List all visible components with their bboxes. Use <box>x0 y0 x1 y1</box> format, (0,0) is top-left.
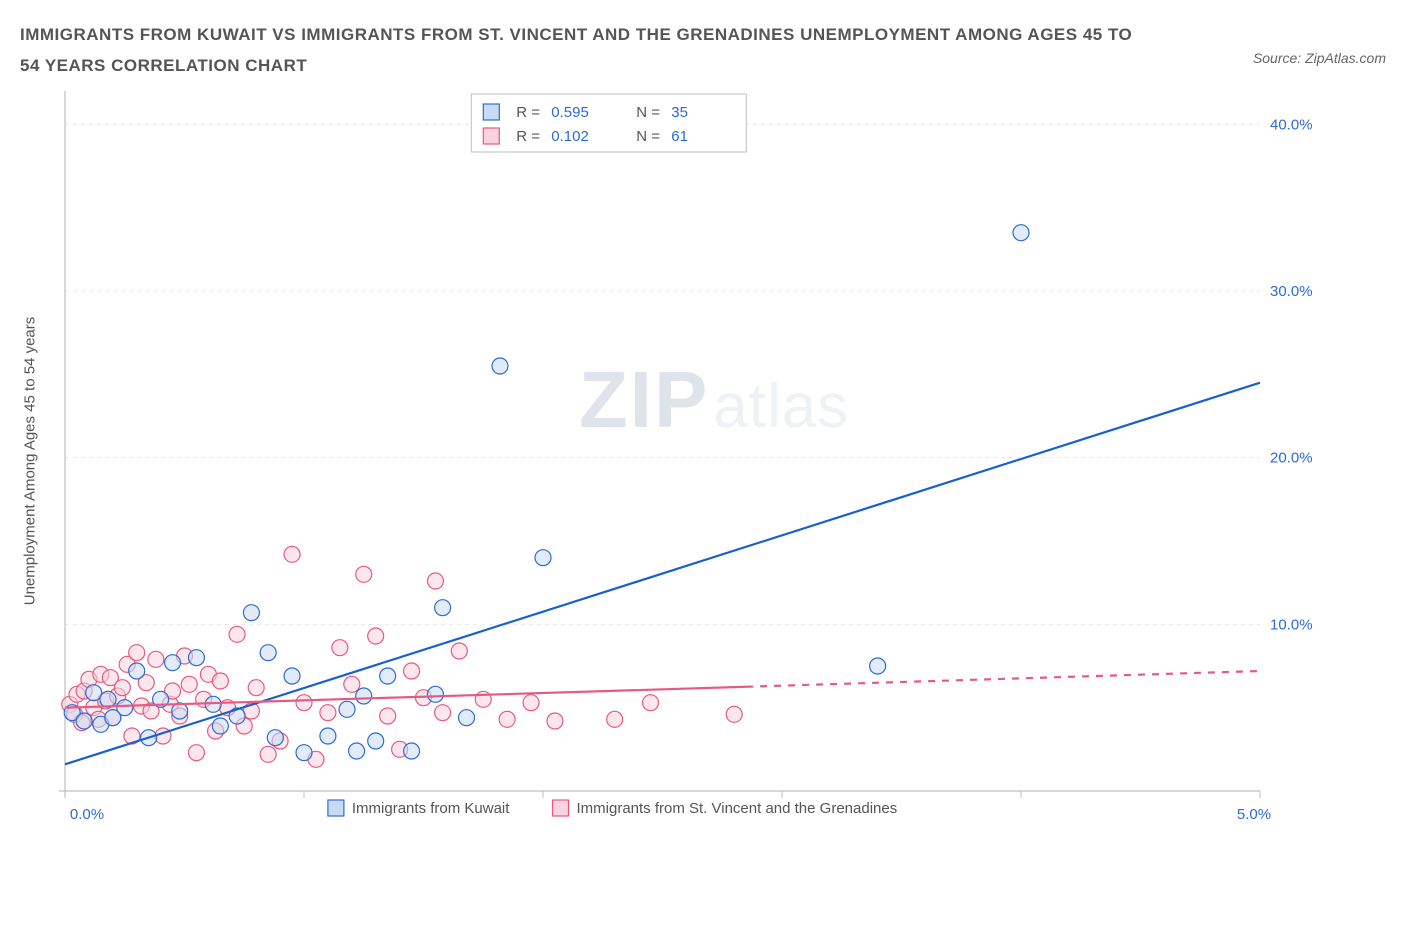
data-point <box>229 627 245 643</box>
data-point <box>492 358 508 374</box>
data-point <box>114 680 130 696</box>
legend-swatch <box>483 128 499 144</box>
svg-text:30.0%: 30.0% <box>1270 283 1313 300</box>
data-point <box>181 677 197 693</box>
data-point <box>547 713 563 729</box>
data-point <box>344 677 360 693</box>
data-point <box>870 658 886 674</box>
data-point <box>435 705 451 721</box>
data-point <box>129 645 145 661</box>
data-point <box>607 712 623 728</box>
stat-n-label: N = <box>636 104 660 121</box>
svg-text:5.0%: 5.0% <box>1237 806 1271 823</box>
legend-label: Immigrants from Kuwait <box>352 800 510 817</box>
data-point <box>1013 225 1029 241</box>
data-point <box>726 707 742 723</box>
data-point <box>499 712 515 728</box>
stat-r-label: R = <box>516 128 540 145</box>
data-point <box>248 680 264 696</box>
svg-text:10.0%: 10.0% <box>1270 617 1313 634</box>
stat-r-value: 0.102 <box>551 128 589 145</box>
data-point <box>188 650 204 666</box>
data-point <box>320 705 336 721</box>
svg-text:20.0%: 20.0% <box>1270 450 1313 467</box>
data-point <box>188 745 204 761</box>
data-point <box>76 713 92 729</box>
data-point <box>260 645 276 661</box>
data-point <box>212 673 228 689</box>
data-point <box>451 643 467 659</box>
data-point <box>296 745 312 761</box>
data-point <box>404 743 420 759</box>
stat-box <box>471 94 746 152</box>
data-point <box>165 655 181 671</box>
chart-source: Source: ZipAtlas.com <box>1253 50 1386 66</box>
data-point <box>148 652 164 668</box>
data-point <box>100 692 116 708</box>
data-point <box>380 668 396 684</box>
data-point <box>284 547 300 563</box>
data-point <box>427 687 443 703</box>
data-point <box>523 695 539 711</box>
data-point <box>296 695 312 711</box>
data-point <box>212 718 228 734</box>
svg-text:40.0%: 40.0% <box>1270 117 1313 134</box>
data-point <box>129 663 145 679</box>
stat-n-label: N = <box>636 128 660 145</box>
legend-swatch <box>483 104 499 120</box>
data-point <box>267 730 283 746</box>
data-point <box>86 685 102 701</box>
data-point <box>356 567 372 583</box>
data-point <box>349 743 365 759</box>
data-point <box>320 728 336 744</box>
data-point <box>105 710 121 726</box>
y-axis-label: Unemployment Among Ages 45 to 54 years <box>22 317 39 606</box>
legend-swatch <box>328 800 344 816</box>
data-point <box>368 733 384 749</box>
legend-swatch <box>553 800 569 816</box>
data-point <box>404 663 420 679</box>
chart-title: IMMIGRANTS FROM KUWAIT VS IMMIGRANTS FRO… <box>20 20 1140 81</box>
data-point <box>427 573 443 589</box>
correlation-chart: ZIPatlas10.0%20.0%30.0%40.0%0.0%5.0%R =0… <box>20 81 1330 841</box>
stat-n-value: 61 <box>671 128 688 145</box>
data-point <box>368 628 384 644</box>
legend-label: Immigrants from St. Vincent and the Gren… <box>577 800 898 817</box>
stat-r-label: R = <box>516 104 540 121</box>
data-point <box>535 550 551 566</box>
data-point <box>459 710 475 726</box>
data-point <box>339 702 355 718</box>
data-point <box>284 668 300 684</box>
data-point <box>243 605 259 621</box>
data-point <box>380 708 396 724</box>
data-point <box>435 600 451 616</box>
svg-text:0.0%: 0.0% <box>70 806 104 823</box>
stat-n-value: 35 <box>671 104 688 121</box>
data-point <box>332 640 348 656</box>
data-point <box>260 747 276 763</box>
data-point <box>643 695 659 711</box>
data-point <box>356 688 372 704</box>
stat-r-value: 0.595 <box>551 104 589 121</box>
